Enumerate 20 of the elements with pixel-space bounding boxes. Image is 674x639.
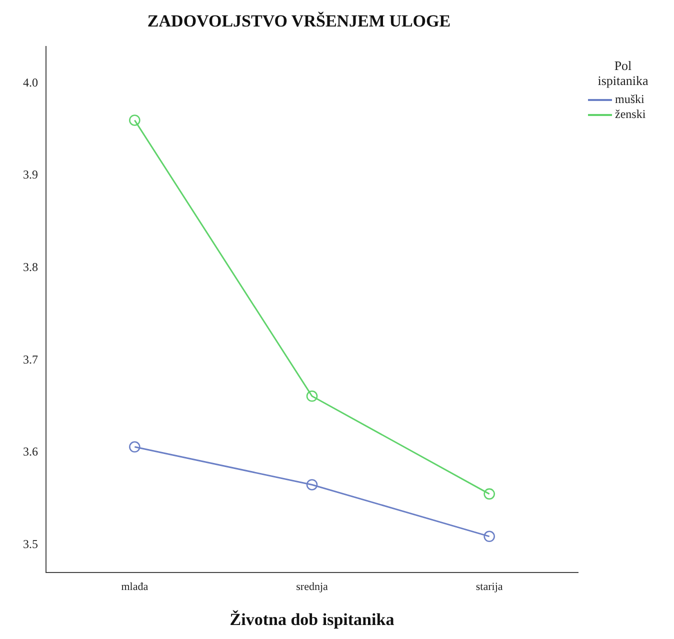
x-tick-label: starija [476, 580, 503, 593]
point [484, 530, 495, 542]
x-tick-label: mlađa [121, 580, 148, 593]
point [129, 114, 140, 126]
y-tick-label: 3.5 [23, 536, 38, 551]
point [306, 390, 318, 402]
y-tick-label: 3.6 [23, 444, 38, 459]
point [306, 479, 318, 490]
point [484, 488, 495, 500]
legend-label: ženski [615, 107, 646, 122]
y-tick-label: 3.8 [23, 260, 38, 274]
chart-title: ZADOVOLJSTVO VRŠENJEM ULOGE [147, 12, 451, 31]
y-tick-label: 3.9 [23, 168, 38, 182]
x-axis-title: Životna dob ispitanika [230, 610, 395, 630]
y-tick-label: 3.7 [23, 352, 38, 366]
point [129, 441, 140, 453]
x-tick-label: srednja [296, 580, 328, 593]
y-tick-label: 4.0 [23, 75, 38, 90]
legend-title: Pol ispitanika [596, 58, 650, 88]
legend-label: muški [615, 92, 644, 107]
